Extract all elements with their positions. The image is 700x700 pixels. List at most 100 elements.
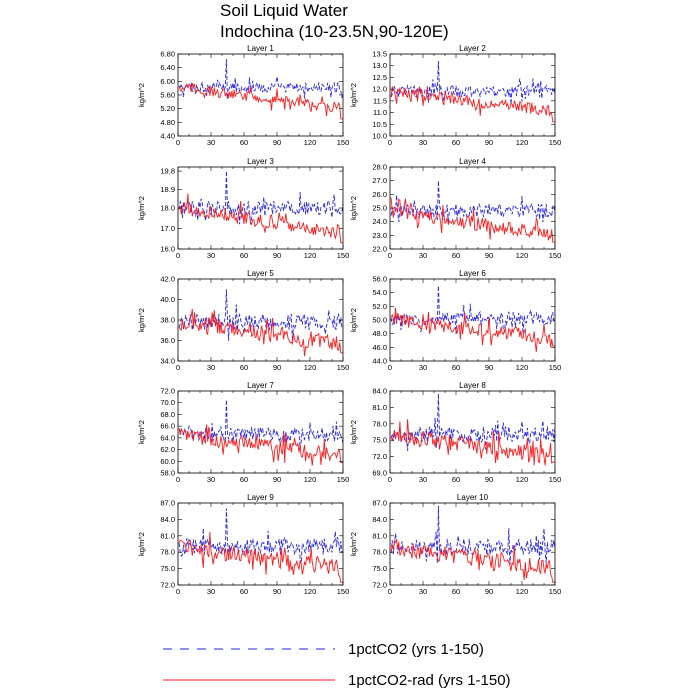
x-tick-label: 150	[549, 138, 562, 147]
y-tick-label: 72.0	[372, 581, 387, 590]
y-tick-label: 10.0	[372, 132, 387, 141]
y-tick-label: 46.0	[372, 343, 387, 352]
y-tick-label: 28.0	[372, 163, 387, 172]
x-tick-label: 120	[304, 251, 317, 260]
panel-frame	[177, 53, 344, 137]
y-tick-label: 58.0	[160, 469, 175, 478]
y-tick-label: 75.0	[160, 564, 175, 573]
x-tick-label: 0	[176, 363, 180, 372]
y-tick-label: 50.0	[372, 316, 387, 325]
series-1pctco2	[178, 508, 343, 564]
y-tick-label: 4.40	[160, 132, 175, 141]
y-axis-label: kg/m^2	[349, 196, 358, 220]
series-1pctco2	[390, 180, 555, 224]
y-tick-label: 4.80	[160, 118, 175, 127]
panel-8: Layer 8 kg/m^2 0 30 60 90 120 150 69.0 72.0 75.0 78…	[349, 381, 561, 484]
x-tick-label: 60	[240, 251, 248, 260]
panel-frame	[177, 390, 344, 474]
y-tick-label: 87.0	[160, 499, 175, 508]
y-axis-label: kg/m^2	[349, 420, 358, 444]
series-1pctco2-rad	[178, 424, 343, 466]
panel-3: Layer 3 kg/m^2 0 30 60 90 120 150 16.0 17.0 18.0 18…	[137, 157, 349, 260]
panel-title: Layer 3	[247, 157, 274, 166]
series-1pctco2	[178, 289, 343, 341]
panel-title: Layer 1	[247, 44, 274, 53]
x-tick-label: 30	[207, 363, 215, 372]
x-tick-label: 0	[176, 251, 180, 260]
y-tick-label: 78.0	[372, 419, 387, 428]
y-tick-label: 23.0	[372, 231, 387, 240]
y-tick-label: 62.0	[160, 445, 175, 454]
panel-title: Layer 2	[459, 44, 486, 53]
series-1pctco2-rad	[390, 307, 555, 352]
y-tick-label: 72.0	[160, 387, 175, 396]
series-1pctco2	[178, 171, 343, 225]
y-tick-label: 64.0	[160, 433, 175, 442]
series-1pctco2-rad	[178, 308, 343, 357]
x-tick-label: 120	[516, 587, 529, 596]
y-tick-label: 38.0	[160, 316, 175, 325]
x-tick-label: 90	[485, 475, 493, 484]
y-tick-label: 60.0	[160, 457, 175, 466]
x-tick-label: 150	[549, 475, 562, 484]
y-axis-label: kg/m^2	[137, 532, 146, 556]
panel-5: Layer 5 kg/m^2 0 30 60 90 120 150 34.0 36.0 38.0 40…	[137, 269, 349, 372]
x-tick-label: 120	[516, 138, 529, 147]
x-tick-label: 90	[273, 587, 281, 596]
x-tick-label: 120	[304, 587, 317, 596]
series-1pctco2	[390, 60, 555, 105]
panel-6: Layer 6 kg/m^2 0 30 60 90 120 150 44.0 46.0 48.0 50…	[349, 269, 561, 372]
panel-frame	[389, 53, 556, 137]
y-tick-label: 11.5	[373, 96, 387, 105]
x-tick-label: 90	[485, 363, 493, 372]
y-tick-label: 34.0	[160, 357, 175, 366]
series-1pctco2	[390, 505, 555, 565]
y-tick-label: 26.0	[372, 190, 387, 199]
x-tick-label: 120	[516, 363, 529, 372]
y-tick-label: 18.9	[160, 185, 175, 194]
y-tick-label: 19.8	[160, 167, 175, 176]
legend-label-1pctco2-rad: 1pctCO2-rad (yrs 1-150)	[348, 672, 511, 689]
series-1pctco2-rad	[178, 82, 343, 120]
panel-frame	[389, 166, 556, 250]
series-1pctco2	[390, 285, 555, 335]
y-tick-label: 6.40	[160, 63, 175, 72]
x-tick-label: 150	[337, 138, 350, 147]
panel-9: Layer 9 kg/m^2 0 30 60 90 120 150 72.0 75.0 78.0 81…	[137, 493, 349, 596]
y-tick-label: 36.0	[160, 336, 175, 345]
series-1pctco2-rad	[390, 537, 555, 583]
series-1pctco2-rad	[178, 193, 343, 244]
y-tick-label: 78.0	[160, 548, 175, 557]
x-tick-label: 30	[207, 587, 215, 596]
x-tick-label: 120	[304, 475, 317, 484]
x-tick-label: 30	[207, 251, 215, 260]
x-tick-label: 0	[176, 475, 180, 484]
y-axis-label: kg/m^2	[349, 83, 358, 107]
panel-10: Layer 10 kg/m^2 0 30 60 90 120 150 72.0 75.0 78.0 8…	[349, 493, 561, 596]
y-axis-label: kg/m^2	[349, 532, 358, 556]
x-tick-label: 30	[419, 251, 427, 260]
x-tick-label: 60	[240, 363, 248, 372]
y-tick-label: 18.0	[160, 204, 175, 213]
panel-title: Layer 5	[247, 269, 274, 278]
x-tick-label: 0	[176, 138, 180, 147]
series-1pctco2	[178, 59, 343, 99]
x-tick-label: 60	[452, 363, 460, 372]
y-tick-label: 24.0	[372, 217, 387, 226]
y-axis-label: kg/m^2	[137, 308, 146, 332]
figure-title-line-2: Indochina (10-23.5N,90-120E)	[220, 22, 449, 41]
figure-title-line-1: Soil Liquid Water	[220, 1, 348, 20]
y-tick-label: 84.0	[372, 515, 387, 524]
x-tick-label: 120	[516, 251, 529, 260]
panel-title: Layer 4	[459, 157, 486, 166]
y-tick-label: 84.0	[160, 515, 175, 524]
series-1pctco2-rad	[390, 419, 555, 466]
series-1pctco2-rad	[178, 532, 343, 583]
y-tick-label: 42.0	[160, 275, 175, 284]
y-tick-label: 68.0	[160, 410, 175, 419]
x-tick-label: 60	[240, 475, 248, 484]
y-tick-label: 66.0	[160, 422, 175, 431]
series-1pctco2	[390, 393, 555, 451]
y-tick-label: 84.0	[372, 387, 387, 396]
